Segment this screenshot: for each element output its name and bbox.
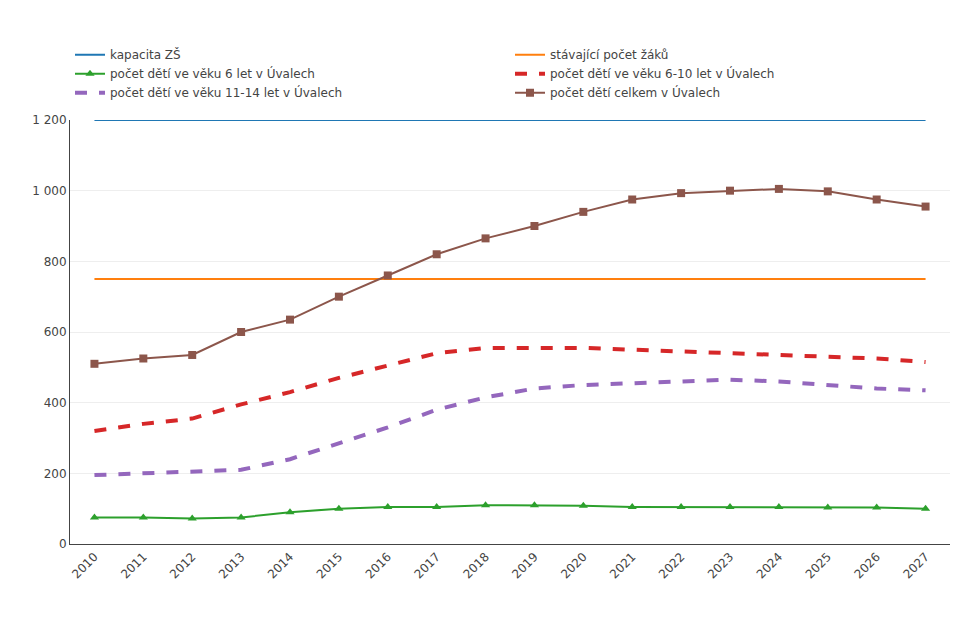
svg-text:2015: 2015 <box>314 550 345 581</box>
svg-text:2012: 2012 <box>167 550 198 581</box>
svg-text:stávající počet žáků: stávající počet žáků <box>550 48 668 62</box>
svg-text:2027: 2027 <box>900 550 931 581</box>
svg-text:2022: 2022 <box>656 550 687 581</box>
svg-text:2016: 2016 <box>363 550 394 581</box>
svg-text:800: 800 <box>44 255 67 269</box>
svg-text:2013: 2013 <box>216 550 247 581</box>
svg-text:2017: 2017 <box>412 550 443 581</box>
svg-text:počet dětí celkem v Úvalech: počet dětí celkem v Úvalech <box>550 85 720 100</box>
svg-text:200: 200 <box>44 467 67 481</box>
svg-text:2010: 2010 <box>69 550 100 581</box>
svg-text:počet dětí ve věku 6-10 let v: počet dětí ve věku 6-10 let v Úvalech <box>550 66 774 81</box>
svg-text:2021: 2021 <box>607 550 638 581</box>
svg-text:1 000: 1 000 <box>32 184 66 198</box>
svg-text:2023: 2023 <box>705 550 736 581</box>
svg-text:2024: 2024 <box>754 550 785 581</box>
svg-text:2014: 2014 <box>265 550 296 581</box>
svg-text:2011: 2011 <box>118 550 149 581</box>
svg-text:1 200: 1 200 <box>32 113 66 127</box>
svg-text:2018: 2018 <box>460 550 491 581</box>
svg-text:0: 0 <box>59 537 67 551</box>
svg-text:počet dětí ve věku 6 let v Úva: počet dětí ve věku 6 let v Úvalech <box>110 66 315 81</box>
svg-text:600: 600 <box>44 325 67 339</box>
svg-text:2026: 2026 <box>852 550 883 581</box>
svg-text:400: 400 <box>44 396 67 410</box>
svg-text:2020: 2020 <box>558 550 589 581</box>
svg-text:2025: 2025 <box>803 550 834 581</box>
svg-text:kapacita ZŠ: kapacita ZŠ <box>110 47 181 62</box>
svg-text:2019: 2019 <box>509 550 540 581</box>
svg-text:počet dětí ve věku 11-14 let v: počet dětí ve věku 11-14 let v Úvalech <box>110 85 342 100</box>
